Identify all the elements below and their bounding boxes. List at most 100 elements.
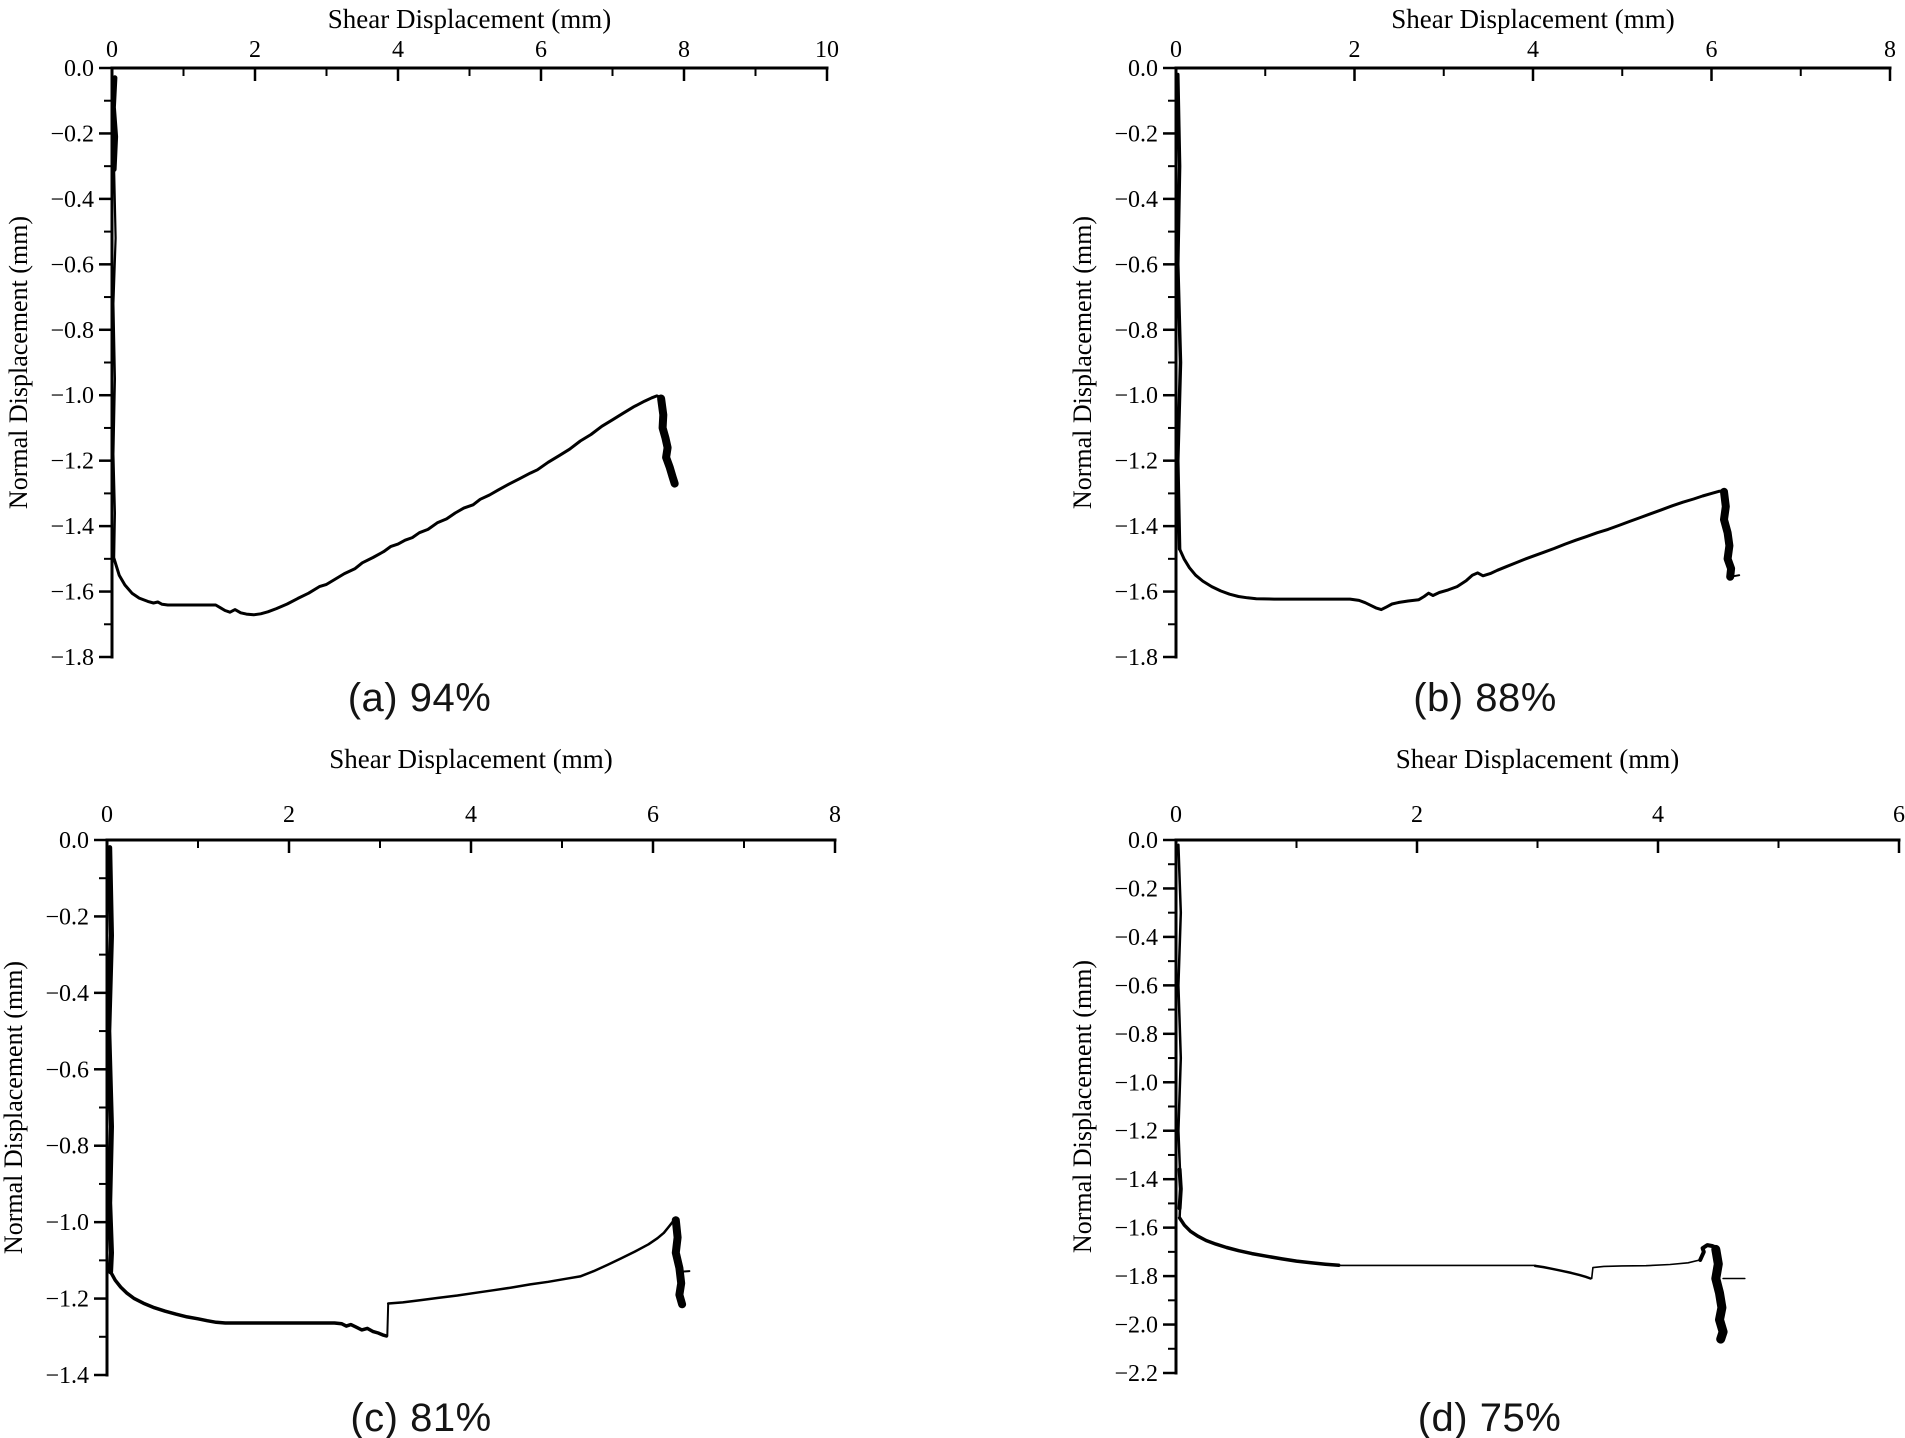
y-tick-label: −2.0 [1114, 1313, 1158, 1339]
data-curve [106, 845, 691, 1338]
curve-segment [1720, 487, 1736, 581]
y-tick-label: −1.4 [50, 514, 94, 540]
x-axis-title: Shear Displacement (mm) [1391, 4, 1674, 34]
y-tick-label: −1.6 [1114, 580, 1158, 606]
y-tick-label: −1.0 [1114, 383, 1158, 409]
y-tick-label: −0.2 [50, 121, 94, 147]
chart-c: 0 2 4 6 8 0.0 −0.2 −0.4 −0.6 −0.8 −1.0 −1.2 −1.4 Shea… [0, 740, 952, 1438]
x-tick-label: 0 [1170, 802, 1182, 828]
chart-d-plot: 0 2 4 6 0.0 −0.2 −0.4 −0.6 −0.8 −1.0 −1.2 −1.4 −1.6 −… [1068, 744, 1905, 1387]
y-tick-label: 0.0 [1128, 56, 1158, 82]
curve-segment [1177, 1167, 1183, 1211]
curve-segment [106, 845, 114, 1275]
chart-b: 0 2 4 6 8 0.0 −0.2 −0.4 −0.6 −0.8 −1.0 −1.2 −1.4 −1.6… [953, 0, 1905, 740]
data-curve [110, 75, 679, 617]
curve-segment [1177, 843, 1183, 1220]
y-tick-label: −0.4 [1114, 187, 1158, 213]
curve-segment [1533, 1264, 1592, 1280]
x-tick-label: 2 [283, 802, 295, 828]
y-tick-label: −0.8 [1114, 318, 1158, 344]
y-tick-label: −2.2 [1114, 1361, 1158, 1387]
x-tick-label: 2 [249, 37, 261, 63]
y-tick-label: −0.2 [45, 904, 89, 930]
y-tick-label: −1.0 [1114, 1070, 1158, 1096]
y-tick-label: −1.8 [1114, 645, 1158, 671]
x-tick-label: 4 [392, 37, 404, 63]
curve-segment [108, 1270, 389, 1338]
y-tick-label: −1.4 [1114, 1167, 1158, 1193]
x-tick-label: 4 [1652, 802, 1664, 828]
y-tick-label: −1.6 [50, 580, 94, 606]
chart-d: 0 2 4 6 0.0 −0.2 −0.4 −0.6 −0.8 −1.0 −1.2 −1.4 −1.6 −… [953, 740, 1905, 1438]
y-tick-label: −1.6 [1114, 1216, 1158, 1242]
x-axis-title: Shear Displacement (mm) [328, 4, 611, 34]
chart-d-caption: (d) 75% [1417, 1396, 1562, 1438]
x-tick-label: 2 [1349, 37, 1361, 63]
x-tick-label: 0 [106, 37, 118, 63]
y-tick-label: −0.8 [1114, 1022, 1158, 1048]
x-tick-label: 0 [101, 802, 113, 828]
data-curve [1176, 72, 1741, 612]
x-tick-label: 4 [1527, 37, 1539, 63]
y-tick-label: −0.4 [1114, 925, 1158, 951]
x-axis-title: Shear Displacement (mm) [1396, 744, 1679, 774]
chart-c-plot: 0 2 4 6 8 0.0 −0.2 −0.4 −0.6 −0.8 −1.0 −1.2 −1.4 Shea… [0, 744, 841, 1389]
curve-segment [671, 1216, 687, 1309]
y-tick-label: −1.8 [50, 645, 94, 671]
curve-segment [1729, 574, 1741, 578]
y-tick-label: −1.0 [45, 1210, 89, 1236]
x-tick-label: 10 [815, 37, 839, 63]
y-tick-label: −0.8 [50, 318, 94, 344]
y-axis-title: Normal Displacement (mm) [1068, 216, 1097, 509]
y-tick-label: −0.2 [1114, 121, 1158, 147]
axes [94, 838, 837, 1377]
y-axis-title: Normal Displacement (mm) [4, 216, 33, 509]
data-curve [1177, 843, 1746, 1344]
curve-segment [657, 394, 679, 488]
y-tick-label: −0.6 [50, 252, 94, 278]
y-tick-label: 0.0 [1128, 828, 1158, 854]
y-tick-label: −0.6 [1114, 252, 1158, 278]
curve-segment [386, 1302, 390, 1337]
chart-a: 0 2 4 6 8 10 0.0 −0.2 −0.4 −0.6 −0.8 −1.0 −1.2 −1.4 −1… [0, 0, 952, 740]
chart-b-caption: (b) 88% [1413, 676, 1557, 720]
y-axis-title: Normal Displacement (mm) [0, 961, 28, 1254]
y-tick-label: −0.6 [1114, 973, 1158, 999]
x-tick-label: 4 [465, 802, 477, 828]
x-tick-label: 2 [1411, 802, 1423, 828]
x-tick-label: 6 [1893, 802, 1905, 828]
y-tick-label: −0.6 [45, 1057, 89, 1083]
x-tick-label: 8 [1884, 37, 1896, 63]
axes [1163, 66, 1892, 659]
y-tick-label: −0.4 [45, 981, 89, 1007]
y-tick-label: 0.0 [64, 56, 94, 82]
x-tick-label: 0 [1170, 37, 1182, 63]
y-tick-label: −1.2 [45, 1287, 89, 1313]
curve-segment [112, 168, 117, 560]
curve-segment [110, 75, 119, 172]
x-tick-label: 8 [678, 37, 690, 63]
curve-segment [1178, 489, 1726, 612]
y-tick-label: −1.2 [1114, 1119, 1158, 1145]
y-tick-label: 0.0 [59, 828, 89, 854]
x-tick-label: 8 [829, 802, 841, 828]
y-tick-label: −1.0 [50, 383, 94, 409]
y-tick-label: −0.2 [1114, 876, 1158, 902]
y-tick-label: −1.2 [1114, 449, 1158, 475]
x-tick-label: 6 [647, 802, 659, 828]
y-tick-label: −0.4 [50, 187, 94, 213]
y-tick-label: −0.8 [45, 1134, 89, 1160]
curve-segment [1177, 1216, 1341, 1267]
curve-segment [1590, 1259, 1702, 1280]
curve-segment [386, 1218, 678, 1305]
axes [1163, 838, 1901, 1375]
curve-segment [1176, 72, 1183, 551]
chart-a-caption: (a) 94% [347, 676, 492, 720]
chart-c-caption: (c) 81% [350, 1396, 492, 1438]
y-tick-label: −1.8 [1114, 1264, 1158, 1290]
y-tick-label: −1.4 [45, 1363, 89, 1389]
y-tick-label: −1.2 [50, 449, 94, 475]
chart-b-plot: 0 2 4 6 8 0.0 −0.2 −0.4 −0.6 −0.8 −1.0 −1.2 −1.4 −1.6… [1068, 4, 1896, 671]
curve-segment [1711, 1244, 1728, 1344]
